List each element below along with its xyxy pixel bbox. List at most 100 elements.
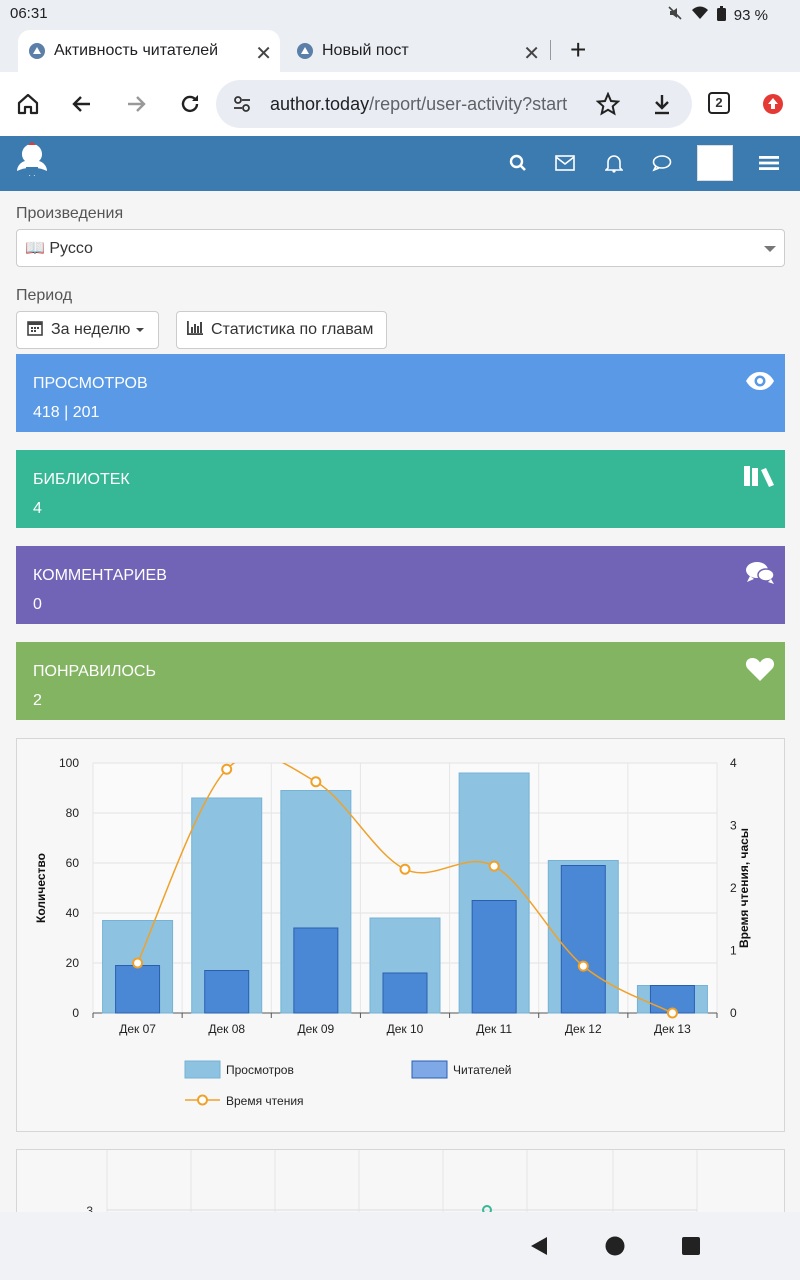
site-settings-icon[interactable]: [232, 94, 252, 119]
url-path: /report/user-activity?start: [369, 94, 568, 114]
works-label: Произведения: [16, 205, 124, 222]
x-tick-label: Дек 10: [387, 1022, 424, 1036]
mute-icon: [667, 5, 683, 25]
x-tick-label: Дек 09: [297, 1022, 334, 1036]
address-bar[interactable]: author.today/report/user-activity?start: [216, 80, 692, 128]
period-dropdown-button[interactable]: За неделю: [16, 311, 159, 349]
tab-strip: Активность читателей ✕ Новый пост ✕ +: [0, 26, 800, 72]
chat-icon[interactable]: [650, 151, 674, 175]
home-icon[interactable]: [14, 90, 42, 118]
chart-svg: 0 20 40 60 80 100 0 1 2 3 4 Дек 07 Дек 08 Дек 09 Дек 1…: [34, 756, 751, 1108]
bar-readers: [382, 972, 428, 1014]
tab-new-post[interactable]: Новый пост ✕: [286, 30, 548, 72]
x-tick-label: Дек 07: [119, 1022, 156, 1036]
point-reading-time: [488, 860, 500, 872]
menu-icon[interactable]: [757, 151, 781, 175]
libraries-value: 4: [33, 500, 42, 517]
download-icon[interactable]: [648, 90, 676, 118]
nav-back-icon[interactable]: [529, 1236, 549, 1261]
likes-value: 2: [33, 692, 42, 709]
avatar[interactable]: [697, 145, 733, 181]
point-reading-time: [221, 763, 233, 775]
heart-icon: [745, 656, 775, 687]
caret-down-icon: [136, 328, 145, 332]
y-tick-label: 80: [66, 806, 80, 820]
y-axis-title: Количество: [34, 853, 48, 923]
point-reading-time: [399, 863, 411, 875]
battery-level: 93 %: [733, 6, 768, 24]
period-label: Период: [16, 287, 73, 304]
tab-title: Новый пост: [322, 42, 409, 59]
x-tick-label: Дек 12: [565, 1022, 602, 1036]
calendar-icon: [27, 320, 43, 341]
libraries-panel: БИБЛИОТЕК 4: [16, 450, 785, 528]
tab-user-activity[interactable]: Активность читателей ✕: [18, 30, 280, 72]
likes-title: ПОНРАВИЛОСЬ: [33, 663, 156, 680]
system-nav-bar: [0, 1212, 800, 1280]
views-title: ПРОСМОТРОВ: [33, 375, 148, 392]
second-chart-svg: 3: [86, 1150, 698, 1218]
legend-label-reading-time: Время чтения: [226, 1094, 304, 1108]
second-chart: 3: [16, 1149, 785, 1219]
y2-tick-label: 3: [730, 819, 737, 833]
nav-home-icon[interactable]: [605, 1236, 625, 1261]
views-panel: ПРОСМОТРОВ 418 | 201: [16, 354, 785, 432]
y-tick-label: 0: [72, 1006, 79, 1020]
back-icon[interactable]: [68, 90, 96, 118]
status-bar: 06:31 93 %: [0, 0, 800, 26]
mail-icon[interactable]: [553, 151, 577, 175]
close-tab-icon[interactable]: ✕: [523, 43, 540, 65]
point-reading-time: [310, 776, 322, 788]
bar-readers: [293, 927, 339, 1014]
comments-value: 0: [33, 596, 42, 613]
bar-readers: [115, 965, 161, 1014]
x-tick-label: Дек 11: [476, 1022, 512, 1036]
nav-recents-icon[interactable]: [682, 1237, 700, 1260]
y2-tick-label: 0: [730, 1006, 737, 1020]
y-tick-label: 20: [66, 956, 80, 970]
x-tick-label: Дек 13: [654, 1022, 691, 1036]
y2-axis-title: Время чтения, часы: [737, 828, 751, 948]
url-text: author.today/report/user-activity?start: [270, 94, 567, 115]
chapter-stats-button[interactable]: Статистика по главам: [176, 311, 387, 349]
libraries-title: БИБЛИОТЕК: [33, 471, 130, 488]
likes-panel: ПОНРАВИЛОСЬ 2: [16, 642, 785, 720]
bar-readers: [204, 970, 250, 1014]
y-tick-label: 40: [66, 906, 80, 920]
site-favicon-icon: [296, 42, 314, 60]
point-reading-time: [577, 960, 589, 972]
bell-icon[interactable]: [602, 151, 626, 175]
point-reading-time: [132, 957, 144, 969]
y2-tick-label: 2: [730, 881, 737, 895]
bar-chart-icon: [187, 320, 203, 340]
activity-chart: 0 20 40 60 80 100 0 1 2 3 4 Дек 07 Дек 08 Дек 09 Дек 1…: [16, 738, 785, 1132]
legend-marker-reading-time: [197, 1094, 208, 1106]
status-time: 06:31: [10, 5, 48, 22]
bookmark-star-icon[interactable]: [594, 90, 622, 118]
update-icon[interactable]: [759, 90, 787, 118]
site-logo-icon[interactable]: [10, 140, 54, 189]
comments-icon: [745, 560, 775, 591]
bar-readers: [471, 900, 517, 1014]
new-tab-icon[interactable]: +: [570, 34, 587, 65]
forward-icon[interactable]: [122, 90, 150, 118]
site-header: [0, 136, 800, 191]
y2-tick-label: 1: [730, 944, 737, 958]
search-icon[interactable]: [506, 151, 530, 175]
work-select[interactable]: 📖 Руссо: [16, 229, 785, 267]
browser-toolbar: author.today/report/user-activity?start …: [0, 72, 800, 136]
period-value: За неделю: [51, 321, 131, 338]
eye-icon: [745, 368, 775, 399]
wifi-icon: [691, 6, 709, 24]
tab-count-button[interactable]: 2: [708, 92, 730, 114]
close-tab-icon[interactable]: ✕: [255, 43, 272, 65]
reload-icon[interactable]: [176, 90, 204, 118]
chevron-down-icon: [764, 246, 776, 252]
legend-label-views: Просмотров: [226, 1063, 294, 1077]
legend-label-readers: Читателей: [453, 1063, 512, 1077]
views-value: 418 | 201: [33, 404, 100, 421]
url-host: author.today: [270, 94, 370, 114]
legend-swatch-readers: [411, 1060, 448, 1079]
second-chart-tick: 3: [86, 1204, 93, 1218]
tab-separator: [550, 40, 551, 60]
